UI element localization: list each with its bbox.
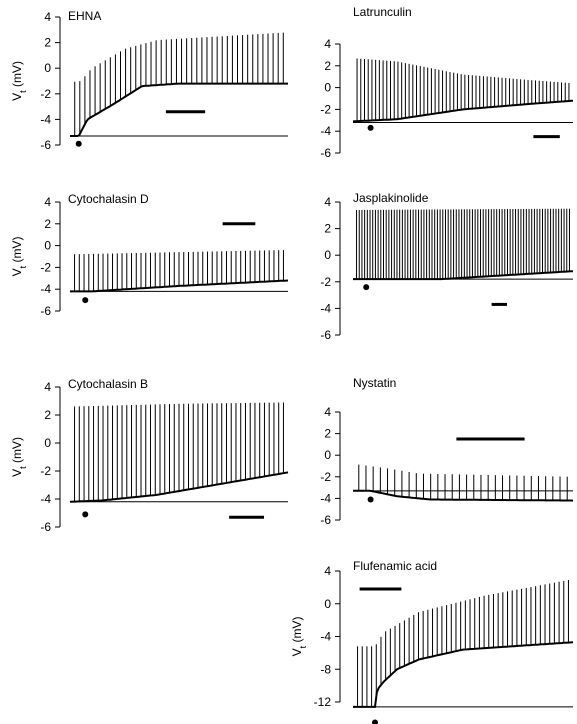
trace-line — [353, 641, 574, 708]
y-tick-label: -8 — [320, 662, 331, 676]
y-axis-label: Vt (mV) — [10, 437, 28, 477]
y-tick-label: 4 — [324, 405, 331, 419]
marker-dot — [75, 140, 82, 147]
y-tick-label: -2 — [40, 464, 51, 478]
panel-7: Flufenamic acid 4 0 -4 -8 -12 Vt (mV) — [290, 559, 574, 724]
panel-3: Cytochalasin D 4 2 0 -2 -4 -6 Vt (mV) — [10, 192, 289, 318]
trace-line — [352, 99, 574, 123]
y-tick-label: 4 — [44, 380, 51, 394]
y-tick-label: -6 — [320, 328, 331, 342]
y-tick-label: -12 — [314, 695, 332, 709]
y-tick-label: 2 — [44, 217, 51, 231]
marker-dot — [363, 284, 370, 291]
y-tick-label: -4 — [40, 492, 51, 506]
panel-title: Cytochalasin D — [68, 192, 149, 206]
y-tick-label: 2 — [44, 408, 51, 422]
trace-line — [69, 471, 289, 503]
y-tick-label: -4 — [40, 112, 51, 126]
y-tick-label: 2 — [324, 59, 331, 73]
y-axis-label: Vt (mV) — [290, 617, 308, 657]
panel-title: Jasplakinolide — [353, 191, 429, 205]
panel-title: Flufenamic acid — [353, 559, 437, 573]
y-tick-label: 4 — [44, 195, 51, 209]
y-tick-label: 2 — [44, 36, 51, 50]
y-tick-label: 4 — [324, 195, 331, 209]
y-tick-label: 0 — [324, 81, 331, 95]
y-tick-label: -2 — [40, 260, 51, 274]
y-tick-label: 0 — [324, 597, 331, 611]
panel-title: Latrunculin — [353, 5, 412, 19]
y-tick-label: 0 — [44, 436, 51, 450]
panel-4: Jasplakinolide 4 2 0 -2 -4 -6 — [320, 191, 574, 342]
y-tick-label: -2 — [40, 87, 51, 101]
y-tick-label: -6 — [40, 138, 51, 152]
y-axis-label: Vt (mV) — [10, 237, 28, 277]
y-tick-label: -4 — [320, 630, 331, 644]
y-tick-label: -6 — [320, 513, 331, 527]
panel-title: Cytochalasin B — [68, 377, 148, 391]
y-tick-label: -2 — [320, 275, 331, 289]
y-tick-label: -6 — [320, 146, 331, 160]
panel-1: EHNA 4 2 0 -2 -4 -6 Vt (mV) — [10, 9, 288, 152]
y-tick-label: 2 — [324, 222, 331, 236]
y-tick-label: 0 — [324, 248, 331, 262]
marker-dot — [82, 297, 89, 304]
y-tick-label: -4 — [320, 124, 331, 138]
panel-title: Nystatin — [353, 376, 396, 390]
y-tick-label: -4 — [320, 491, 331, 505]
panel-2: Latrunculin 4 2 0 -2 -4 -6 — [320, 5, 574, 160]
y-axis-label: Vt (mV) — [10, 61, 28, 101]
marker-dot — [82, 511, 89, 518]
panel-6: Nystatin 4 2 0 -2 -4 -6 — [320, 376, 574, 527]
y-tick-label: 4 — [44, 10, 51, 24]
marker-dot — [372, 719, 378, 724]
y-tick-label: 0 — [44, 61, 51, 75]
marker-dot — [367, 124, 374, 131]
y-tick-label: 4 — [324, 564, 331, 578]
panel-title: EHNA — [68, 9, 101, 23]
marker-dot — [367, 496, 374, 503]
trace-line — [353, 270, 574, 281]
y-tick-label: -2 — [320, 102, 331, 116]
y-tick-label: -4 — [40, 282, 51, 296]
y-tick-label: -6 — [40, 304, 51, 318]
y-tick-label: -2 — [320, 470, 331, 484]
y-tick-label: 0 — [324, 448, 331, 462]
y-tick-label: -4 — [320, 301, 331, 315]
y-tick-label: -6 — [40, 520, 51, 534]
y-tick-label: 2 — [324, 427, 331, 441]
y-tick-label: 4 — [324, 37, 331, 51]
panel-5: Cytochalasin B 4 2 0 -2 -4 -6 Vt (mV) — [10, 377, 289, 534]
trace-line — [353, 489, 574, 502]
y-tick-label: 0 — [44, 239, 51, 253]
trace-line — [70, 82, 288, 137]
